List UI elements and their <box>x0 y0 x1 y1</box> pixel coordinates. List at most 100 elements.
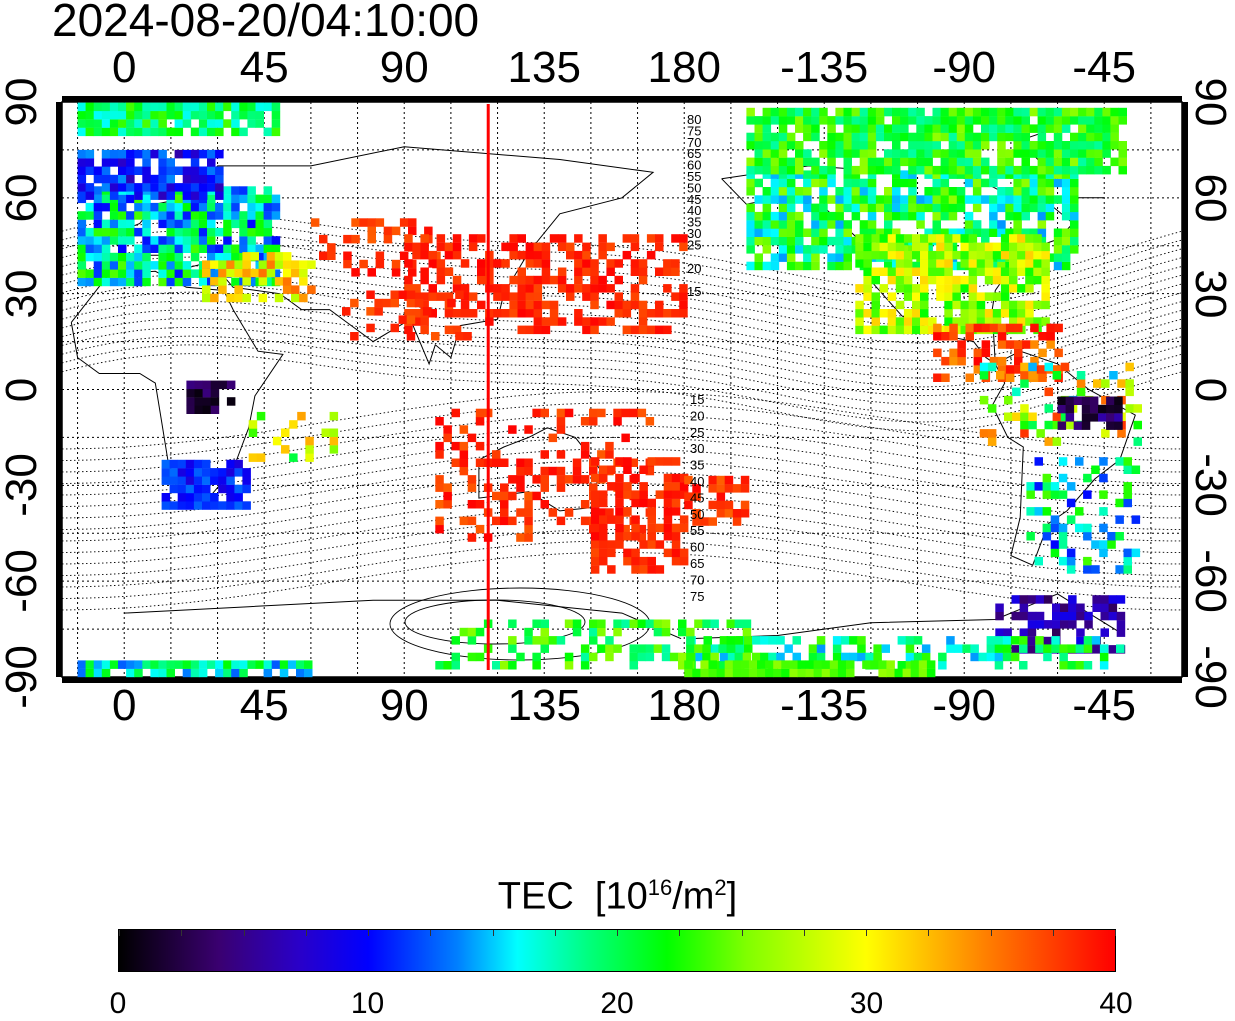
tec-cell <box>556 417 566 426</box>
tec-cell <box>1021 211 1030 221</box>
tec-cell <box>263 127 273 137</box>
tec-cell <box>1083 473 1092 483</box>
tec-cell <box>210 277 219 286</box>
tec-cell <box>517 234 526 243</box>
tec-cell <box>1045 195 1055 204</box>
tec-cell <box>1066 565 1076 574</box>
tec-cell <box>1025 309 1034 318</box>
tec-cell <box>239 668 248 678</box>
tec-cell <box>964 220 974 229</box>
tec-cell <box>746 187 755 196</box>
tec-cell <box>118 102 127 112</box>
tec-cell <box>93 269 103 278</box>
tec-cell <box>803 107 812 117</box>
tec-cell <box>452 242 462 252</box>
tec-cell <box>671 490 681 499</box>
tec-cell <box>1101 429 1110 438</box>
tec-cell <box>843 236 852 246</box>
tec-cell <box>1020 404 1029 413</box>
tec-cell <box>976 242 986 252</box>
tec-cell <box>746 211 755 221</box>
tec-cell <box>109 219 119 229</box>
tec-cell <box>637 644 647 653</box>
tec-cell <box>177 468 187 477</box>
tec-cell <box>161 476 171 485</box>
tec-cell <box>989 356 999 366</box>
tec-cell <box>329 428 339 437</box>
tec-cell <box>867 187 877 196</box>
tec-cell <box>1033 259 1042 268</box>
tec-cell <box>843 107 852 117</box>
tec-cell <box>101 269 111 278</box>
tec-cell <box>1053 236 1063 246</box>
tec-cell <box>1021 116 1030 125</box>
tec-cell <box>443 483 452 492</box>
tec-cell <box>613 619 622 628</box>
tec-cell <box>447 298 456 308</box>
tec-cell <box>1067 644 1076 653</box>
tec-cell <box>892 211 901 221</box>
tec-cell <box>299 293 308 303</box>
tec-cell <box>875 195 885 204</box>
tec-cell <box>524 627 533 637</box>
tec-cell <box>630 325 640 335</box>
tec-cell <box>516 483 525 492</box>
tec-cell <box>190 219 200 229</box>
tec-cell <box>158 219 167 229</box>
tec-cell <box>404 275 413 285</box>
x-tick-top-label: 45 <box>239 43 289 92</box>
tec-cell <box>941 332 950 341</box>
tec-cell <box>590 498 600 508</box>
tec-cell <box>142 174 151 184</box>
tec-cell <box>101 127 111 137</box>
tec-cell <box>77 269 87 278</box>
tec-cell <box>702 619 711 628</box>
tec-cell <box>1014 348 1023 358</box>
tec-cell <box>166 252 175 262</box>
tec-cell <box>892 157 901 167</box>
tec-cell <box>762 141 772 150</box>
tec-cell <box>1091 540 1100 549</box>
colorbar-tick <box>305 930 307 936</box>
tec-cell <box>359 259 368 269</box>
tec-cell <box>247 211 256 220</box>
tec-cell <box>778 116 788 125</box>
tec-cell <box>944 250 953 260</box>
tec-cell <box>912 300 921 310</box>
tec-cell <box>509 309 518 318</box>
tec-cell <box>516 652 525 662</box>
tec-cell <box>957 340 966 349</box>
tec-cell <box>924 245 933 254</box>
tec-cell <box>1125 379 1134 388</box>
tec-cell <box>1005 116 1014 125</box>
tec-cell <box>190 102 200 112</box>
tec-cell <box>467 500 477 509</box>
tec-cell <box>873 652 882 662</box>
tec-cell <box>468 309 478 318</box>
tec-cell <box>803 157 812 167</box>
tec-cell <box>193 459 203 469</box>
tec-cell <box>1041 242 1050 252</box>
tec-cell <box>984 242 994 252</box>
tec-cell <box>1041 267 1050 276</box>
tec-cell <box>638 317 648 326</box>
tec-cell <box>827 261 836 271</box>
tec-cell <box>166 236 175 245</box>
tec-cell <box>921 652 931 662</box>
tec-cell <box>549 234 559 243</box>
tec-cell <box>905 661 915 670</box>
tec-cell <box>1106 404 1115 414</box>
tec-cell <box>752 636 761 645</box>
tec-cell <box>973 323 983 333</box>
tec-cell <box>190 202 200 212</box>
tec-cell <box>614 300 623 310</box>
tec-cell <box>948 228 958 237</box>
tec-cell <box>223 660 232 669</box>
tec-cell <box>207 252 216 262</box>
tec-cell <box>986 652 996 662</box>
tec-cell <box>468 292 478 301</box>
tec-cell <box>1070 107 1079 117</box>
tec-cell <box>663 259 672 268</box>
contour-label: 60 <box>687 158 701 173</box>
tec-cell <box>984 292 994 301</box>
